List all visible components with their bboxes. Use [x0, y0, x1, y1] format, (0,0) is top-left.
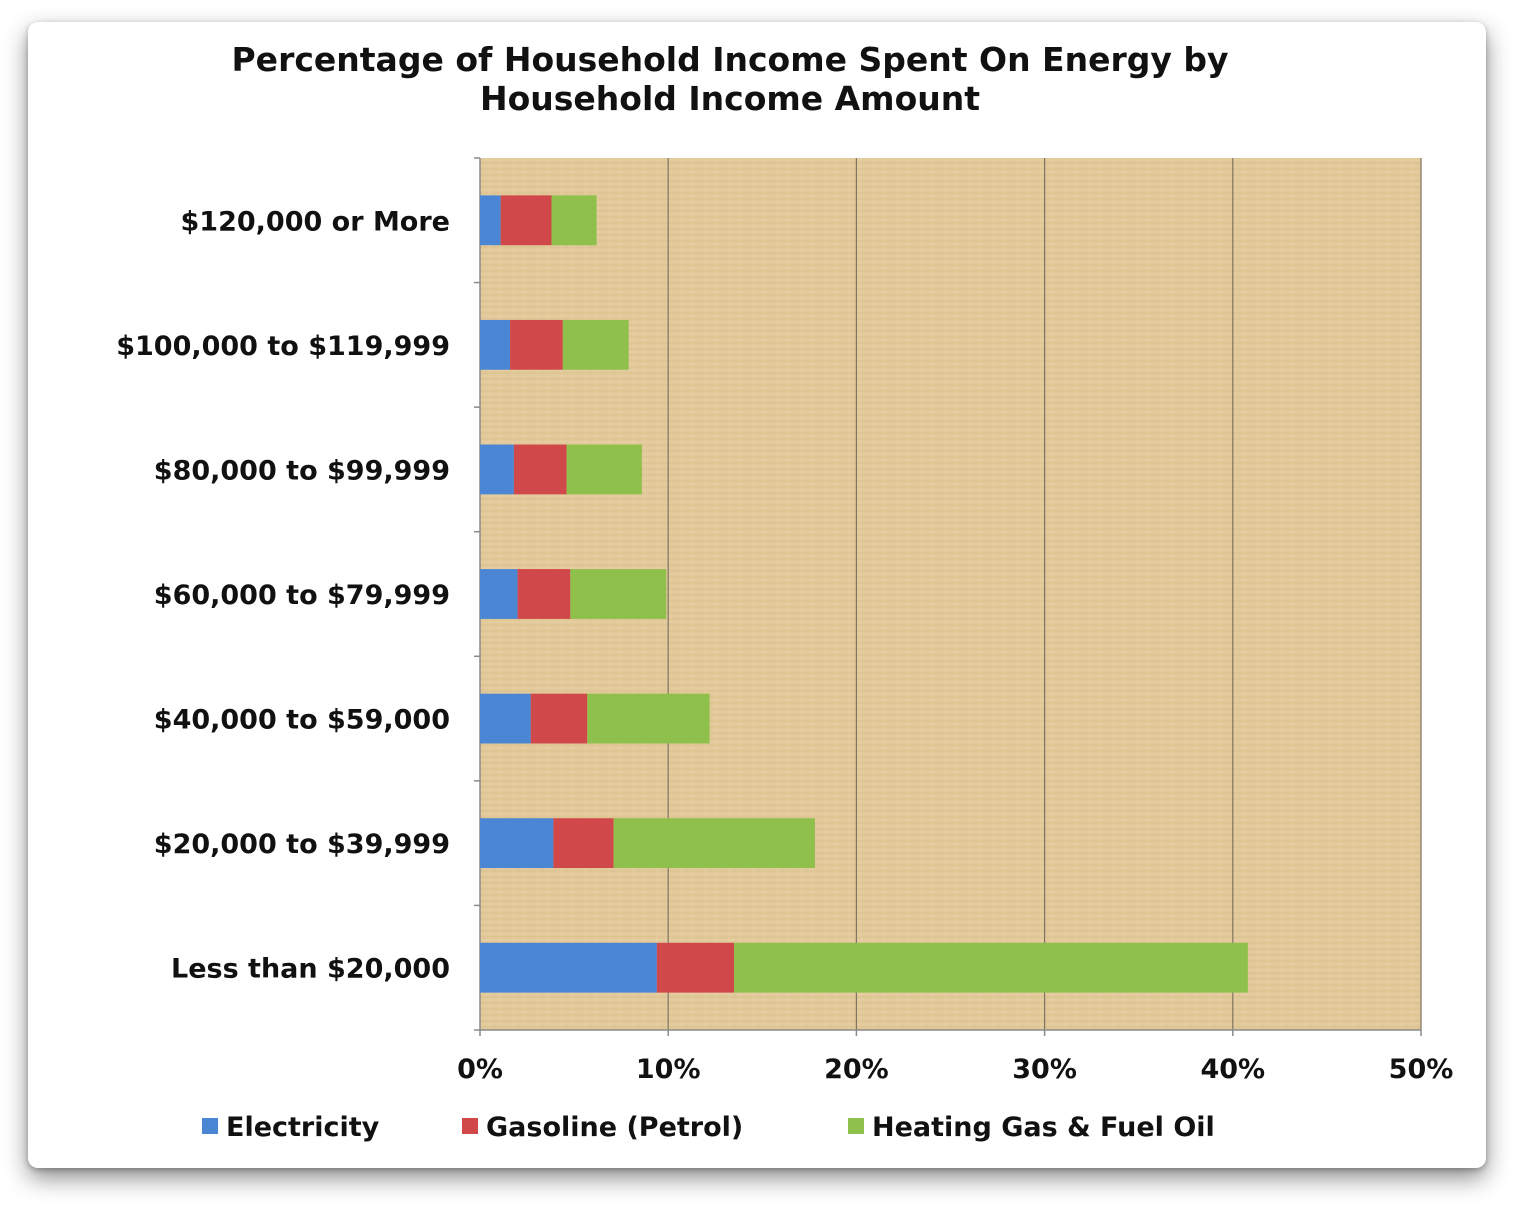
bar-segment [480, 569, 518, 619]
bar-segment [551, 195, 597, 246]
category-label: $80,000 to $99,999 [154, 455, 450, 486]
category-label: $20,000 to $39,999 [154, 829, 450, 860]
category-labels: $120,000 or More $100,000 to $119,999 $80,… [116, 206, 450, 984]
bar-segment [480, 319, 511, 370]
gridlines [667, 158, 1422, 1030]
bar-segment [500, 195, 552, 246]
category-label: $120,000 or More [181, 206, 450, 237]
bar-segment [513, 444, 567, 495]
bar-segment [613, 818, 815, 869]
bar-segment [656, 942, 735, 993]
x-tick-label: 20% [824, 1054, 889, 1085]
bars [480, 195, 1248, 993]
chart-title: Percentage of Household Income Spent On … [0, 40, 1460, 118]
bar-segment [480, 818, 554, 869]
bar-segment [530, 693, 588, 744]
chart-title-line-2: Household Income Amount [479, 79, 980, 118]
bar-segment [562, 319, 629, 370]
bar-segment [587, 693, 710, 744]
bar-segment [480, 444, 514, 495]
legend-label: Electricity [226, 1112, 380, 1143]
x-tick-labels: 0% 10% 20% 30% 40% 50% [457, 1054, 1453, 1085]
bar-segment [517, 569, 571, 619]
x-tick-label: 30% [1012, 1054, 1077, 1085]
bar-segment [480, 693, 531, 744]
legend-swatch [462, 1118, 478, 1134]
x-tick-label: 0% [457, 1054, 503, 1085]
bar-segment [570, 569, 667, 619]
legend: Electricity Gasoline (Petrol) Heating Gas … [202, 1112, 1215, 1143]
category-label: Less than $20,000 [171, 954, 450, 985]
category-label: $40,000 to $59,000 [154, 705, 450, 736]
legend-swatch [202, 1118, 218, 1134]
category-label: $60,000 to $79,999 [154, 580, 450, 611]
legend-label: Heating Gas & Fuel Oil [872, 1112, 1215, 1143]
legend-label: Gasoline (Petrol) [486, 1112, 743, 1143]
bar-segment [510, 319, 563, 370]
bar-segment [480, 942, 657, 993]
bar-segment [553, 818, 614, 869]
x-tick-label: 40% [1200, 1054, 1265, 1085]
x-tick-label: 10% [636, 1054, 701, 1085]
category-label: $100,000 to $119,999 [116, 331, 450, 362]
legend-swatch [848, 1118, 864, 1134]
bar-segment [566, 444, 642, 495]
bar-segment [480, 195, 501, 246]
chart-title-line-1: Percentage of Household Income Spent On … [231, 40, 1229, 79]
bar-segment [734, 942, 1248, 993]
x-tick-label: 50% [1389, 1054, 1454, 1085]
